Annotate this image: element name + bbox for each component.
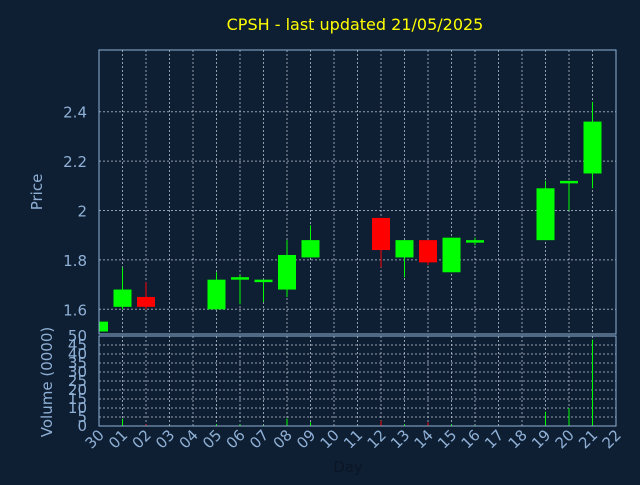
volume-tick-label: 5 <box>77 408 87 426</box>
price-tick-label: 2.2 <box>63 153 87 171</box>
x-tick-label: 04 <box>176 426 202 452</box>
x-tick-label: 17 <box>481 426 507 452</box>
volume-tick-label: 15 <box>68 390 87 408</box>
volume-tick-label: 45 <box>68 336 87 354</box>
x-tick-label: 06 <box>223 426 249 452</box>
x-tick-label: 19 <box>528 426 554 452</box>
candle-body <box>395 240 414 258</box>
candle-body <box>231 277 249 280</box>
volume-axis-label: Volume (0000) <box>38 327 56 437</box>
x-axis-label: Day <box>333 458 363 476</box>
candle-body <box>301 240 320 258</box>
x-tick-label: 20 <box>552 426 578 452</box>
candle-body <box>99 321 108 332</box>
volume-tick-label: 35 <box>68 354 87 372</box>
volume-tick-label: 40 <box>68 345 87 363</box>
candle-body <box>466 240 484 243</box>
price-pane-frame <box>98 49 617 335</box>
x-tick-label: 01 <box>105 426 131 452</box>
candle-body <box>207 279 226 310</box>
x-tick-label: 15 <box>434 426 460 452</box>
volume-tick-label: 25 <box>68 372 87 390</box>
x-tick-label: 21 <box>575 426 601 452</box>
x-tick-label: 09 <box>293 426 319 452</box>
volume-bars-layer <box>98 339 593 426</box>
x-tick-label: 22 <box>599 426 625 452</box>
candle-body <box>254 279 273 283</box>
candle-body <box>536 188 555 241</box>
x-tick-label: 10 <box>317 426 343 452</box>
x-tick-label: 13 <box>387 426 413 452</box>
price-axis-label: Price <box>28 174 46 211</box>
x-tick-label: 02 <box>129 426 155 452</box>
price-tick-label: 1.8 <box>63 252 87 270</box>
price-tick-label: 2 <box>77 203 87 221</box>
x-tick-label: 08 <box>270 426 296 452</box>
x-tick-label: 07 <box>246 426 272 452</box>
candle-body <box>419 240 437 263</box>
x-tick-label: 14 <box>411 426 437 452</box>
volume-pane-frame <box>98 335 617 427</box>
chart-title: CPSH - last updated 21/05/2025 <box>227 15 484 34</box>
x-tick-label: 03 <box>152 426 178 452</box>
tick-labels-layer: 1.61.822.22.4051015202530354045503001020… <box>63 104 625 453</box>
candle-body <box>583 121 602 174</box>
candle-body <box>113 289 132 307</box>
candle-body <box>372 217 390 251</box>
volume-tick-label: 0 <box>77 417 87 435</box>
x-tick-label: 16 <box>458 426 484 452</box>
volume-tick-label: 20 <box>68 381 87 399</box>
candle-body <box>560 180 578 184</box>
x-tick-label: 12 <box>364 426 390 452</box>
candle-body <box>137 296 155 307</box>
volume-tick-label: 30 <box>68 363 87 381</box>
price-tick-label: 2.4 <box>63 104 87 122</box>
axes-layer <box>98 49 617 427</box>
x-tick-label: 11 <box>340 426 366 452</box>
price-tick-label: 1.6 <box>63 301 87 319</box>
candles-layer <box>98 101 602 332</box>
x-tick-label: 05 <box>199 426 225 452</box>
volume-grid <box>99 336 616 426</box>
candle-body <box>278 254 296 290</box>
x-tick-label: 18 <box>505 426 531 452</box>
volume-tick-label: 10 <box>68 399 87 417</box>
candle-body <box>442 237 461 273</box>
volume-tick-label: 50 <box>68 327 87 345</box>
